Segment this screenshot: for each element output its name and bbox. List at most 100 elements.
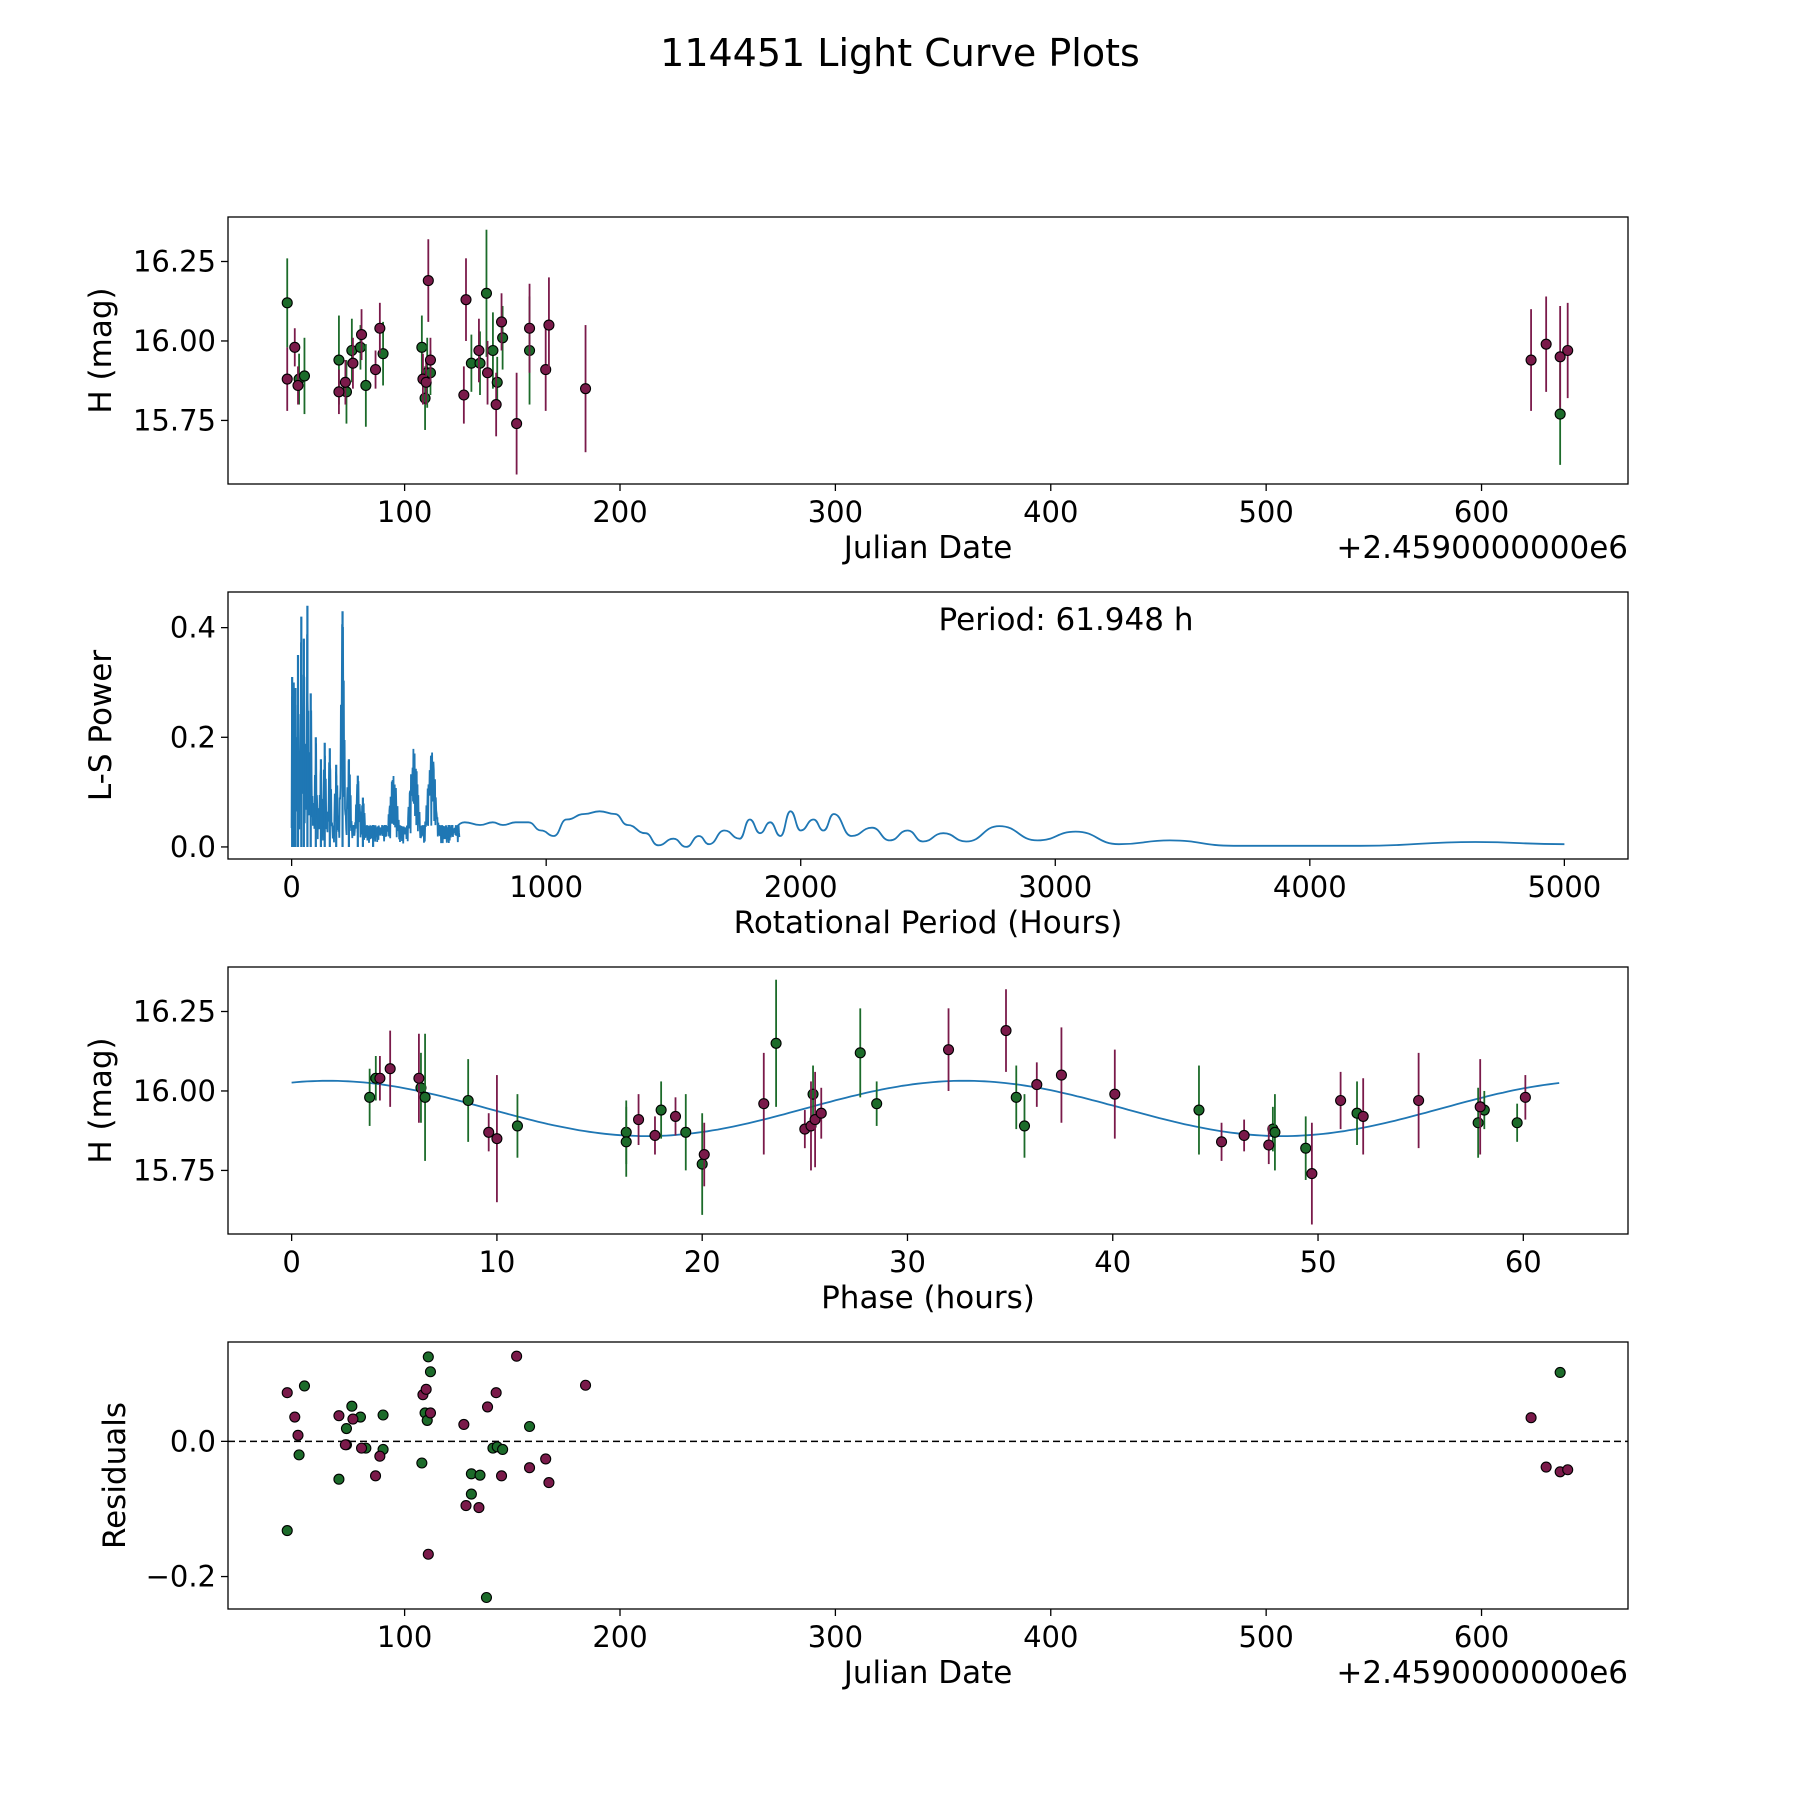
axes-frame — [227, 966, 1629, 1235]
data-point — [339, 376, 351, 388]
data-point — [458, 1418, 470, 1431]
x-tick-label: 10 — [478, 1245, 515, 1279]
data-point — [416, 341, 428, 353]
data-point — [1109, 1088, 1121, 1100]
data-point — [419, 392, 431, 404]
x-tick-label: 60 — [1505, 1245, 1542, 1279]
x-axis-label: Julian Date — [842, 1655, 1013, 1691]
x-tick-label: 0 — [282, 1245, 300, 1279]
y-axis-label: Residuals — [97, 1402, 133, 1549]
data-point — [422, 1548, 434, 1560]
x-tick-label: 4000 — [1273, 870, 1347, 904]
x-tick-label: 0 — [282, 870, 300, 904]
x-axis-label: Rotational Period (Hours) — [734, 905, 1123, 941]
data-point — [473, 344, 485, 357]
x-tick-label: 100 — [377, 1620, 432, 1654]
y-axis-label: H (mag) — [83, 1037, 119, 1163]
data-point — [1413, 1094, 1425, 1107]
data-point — [942, 1044, 955, 1056]
data-point — [333, 1473, 345, 1485]
data-point — [669, 1110, 682, 1122]
axes-frame — [227, 591, 1629, 860]
data-point — [1010, 1091, 1022, 1103]
x-tick-label: 300 — [808, 1620, 863, 1654]
data-point — [511, 1120, 523, 1132]
data-point — [346, 1400, 358, 1412]
data-point — [333, 386, 345, 398]
data-point — [523, 322, 536, 334]
model-fit-curve — [291, 1079, 1560, 1137]
ls-power-tail-line — [449, 810, 1565, 848]
data-point — [1519, 1091, 1531, 1103]
data-point — [680, 1126, 692, 1138]
ls-power-spike-line — [290, 624, 461, 844]
data-point — [807, 1088, 819, 1100]
data-point — [355, 329, 368, 341]
data-point — [424, 354, 437, 366]
data-point — [281, 297, 293, 309]
data-point — [292, 1429, 304, 1441]
data-point — [655, 1104, 667, 1116]
data-point — [649, 1129, 661, 1142]
data-point — [333, 1410, 345, 1422]
y-tick-label: 0.4 — [170, 611, 216, 645]
data-point — [758, 1098, 770, 1110]
data-point — [1269, 1126, 1281, 1138]
data-point — [460, 294, 472, 306]
y-tick-label: 16.25 — [133, 245, 216, 279]
data-point — [854, 1047, 866, 1059]
data-point — [424, 1407, 437, 1419]
data-point — [355, 1442, 368, 1454]
data-point — [1472, 1117, 1484, 1129]
data-point — [298, 1380, 311, 1392]
data-point — [1300, 1142, 1312, 1154]
y-tick-label: 0.0 — [170, 830, 216, 864]
x-tick-label: 40 — [1094, 1245, 1131, 1279]
data-point — [460, 1500, 472, 1512]
data-point — [1263, 1139, 1275, 1151]
data-point — [1335, 1094, 1347, 1107]
data-point — [620, 1136, 632, 1148]
y-tick-label: 16.25 — [133, 995, 216, 1029]
axes-frame — [227, 216, 1629, 485]
y-tick-label: 15.75 — [133, 1153, 216, 1187]
data-point — [495, 1470, 508, 1482]
data-point — [523, 1420, 536, 1433]
period-annotation: Period: 61.948 h — [939, 602, 1194, 638]
data-point — [465, 1488, 477, 1500]
x-axis-label: Phase (hours) — [821, 1280, 1035, 1316]
data-point — [1562, 1464, 1574, 1476]
data-point — [543, 319, 555, 331]
data-point — [511, 1350, 523, 1362]
data-point — [1562, 344, 1574, 357]
data-point — [579, 383, 592, 395]
x-offset-text: +2.4590000000e6 — [1336, 530, 1628, 566]
data-point — [1031, 1079, 1043, 1091]
data-point — [333, 354, 345, 366]
data-point — [487, 344, 499, 357]
data-point — [497, 1443, 509, 1456]
data-point — [633, 1114, 645, 1126]
data-point — [490, 398, 502, 411]
y-tick-label: 15.75 — [133, 403, 216, 437]
data-point — [474, 1469, 486, 1481]
data-point — [374, 1450, 386, 1462]
data-point — [281, 1525, 293, 1537]
data-point — [543, 1477, 555, 1489]
y-tick-label: −0.2 — [146, 1560, 216, 1594]
data-point — [1357, 1110, 1369, 1122]
data-point — [480, 1591, 493, 1604]
data-point — [458, 389, 470, 401]
data-point — [495, 316, 508, 328]
x-offset-text: +2.4590000000e6 — [1336, 1655, 1628, 1691]
data-point — [420, 1383, 432, 1395]
data-point — [369, 364, 382, 376]
data-point — [347, 357, 359, 369]
data-point — [347, 1413, 359, 1425]
x-tick-label: 50 — [1300, 1245, 1337, 1279]
data-point — [416, 1457, 428, 1469]
data-point — [1018, 1120, 1031, 1132]
y-axis-label: L-S Power — [83, 650, 119, 801]
data-point — [871, 1098, 883, 1110]
